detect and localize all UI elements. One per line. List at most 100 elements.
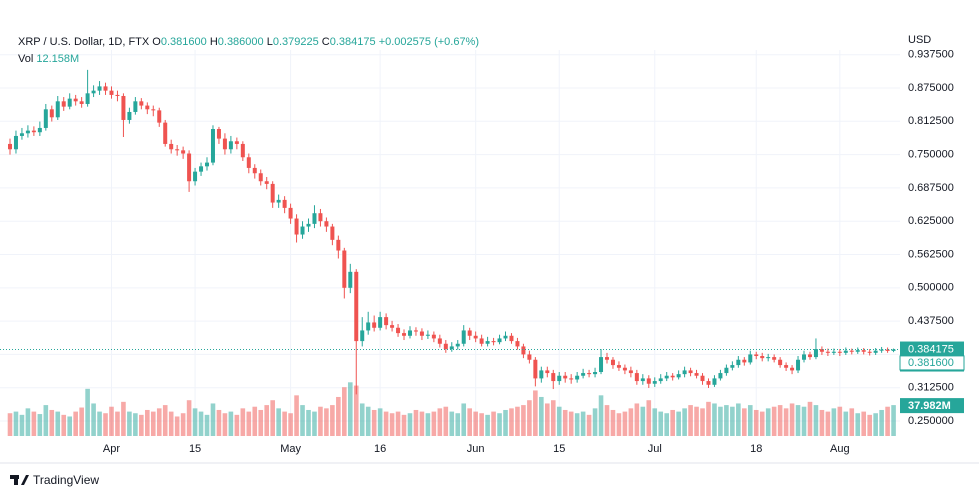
candle-body bbox=[443, 343, 448, 350]
ohlc-value: 0.384175 bbox=[330, 36, 376, 48]
volume-bar bbox=[276, 408, 281, 436]
candle-body bbox=[766, 357, 771, 359]
volume-bar bbox=[258, 409, 264, 436]
volume-bar bbox=[819, 409, 825, 436]
open-tag: 0.381600 bbox=[908, 357, 954, 369]
candle-body bbox=[748, 354, 753, 363]
volume-pane bbox=[7, 382, 896, 436]
candle-body bbox=[169, 143, 174, 150]
volume-bar bbox=[485, 414, 490, 436]
volume-bar bbox=[580, 411, 586, 436]
candle-body bbox=[270, 183, 275, 203]
candle-body bbox=[461, 330, 466, 344]
volume-bar bbox=[473, 411, 478, 436]
candle-body bbox=[599, 357, 604, 373]
volume-bar bbox=[19, 414, 25, 436]
volume-bar bbox=[742, 408, 747, 436]
candle-body bbox=[240, 143, 245, 158]
y-tick-label: 0.875000 bbox=[908, 82, 954, 94]
vol-value: 12.158M bbox=[36, 53, 79, 65]
candle-body bbox=[294, 218, 299, 235]
candle-body bbox=[413, 330, 418, 332]
candle-body bbox=[115, 94, 120, 96]
volume-bar bbox=[419, 411, 425, 436]
volume-bar bbox=[747, 405, 753, 436]
grid bbox=[0, 50, 900, 436]
y-tick-label: 0.687500 bbox=[908, 182, 954, 194]
volume-bar bbox=[867, 414, 872, 436]
candle-body bbox=[121, 95, 126, 120]
x-tick-label: Jun bbox=[467, 443, 485, 455]
volume-bar bbox=[670, 409, 675, 436]
volume-bar bbox=[885, 406, 890, 436]
volume-bar bbox=[652, 408, 658, 436]
candle-body bbox=[587, 373, 592, 375]
volume-bar bbox=[849, 408, 855, 436]
volume-bar bbox=[533, 390, 538, 436]
volume-bar bbox=[879, 409, 884, 436]
candle-body bbox=[55, 101, 60, 118]
ohlc-key: L bbox=[267, 36, 273, 48]
volume-bar bbox=[437, 408, 443, 436]
candle-body bbox=[288, 207, 293, 219]
candle-body bbox=[634, 373, 639, 382]
volume-bar bbox=[25, 408, 31, 436]
candle-body bbox=[521, 346, 526, 355]
volume-bar bbox=[168, 411, 174, 436]
candle-body bbox=[402, 333, 407, 336]
volume-bar bbox=[97, 411, 102, 436]
candle-body bbox=[378, 317, 383, 328]
volume-bar bbox=[49, 409, 55, 436]
volume-bar bbox=[294, 395, 299, 436]
volume-bar bbox=[306, 409, 311, 436]
candle-body bbox=[390, 325, 395, 328]
candle-body bbox=[551, 373, 556, 382]
candle-body bbox=[682, 370, 687, 375]
candle-body bbox=[282, 199, 287, 208]
x-tick-label: Apr bbox=[103, 443, 120, 455]
volume-bar bbox=[730, 406, 735, 436]
candle-body bbox=[849, 350, 854, 352]
candle-body bbox=[724, 367, 729, 374]
candle-body bbox=[873, 350, 878, 353]
volume-bar bbox=[497, 413, 502, 436]
candle-body bbox=[37, 127, 42, 133]
volume-bar bbox=[795, 405, 801, 436]
volume-bar bbox=[658, 411, 664, 436]
candle-body bbox=[700, 375, 705, 382]
open-tag-bg bbox=[899, 355, 965, 371]
volume-bar bbox=[162, 405, 168, 436]
volume-bar bbox=[359, 403, 365, 436]
candle-body bbox=[831, 351, 836, 353]
candle-body bbox=[396, 327, 401, 334]
volume-bar bbox=[664, 413, 669, 436]
y-tick-label: 0.250000 bbox=[908, 415, 954, 427]
candle-body bbox=[837, 351, 842, 353]
volume-bar bbox=[753, 409, 759, 436]
candle-body bbox=[97, 86, 102, 91]
ohlc-value: 0.381600 bbox=[161, 36, 207, 48]
volume-bar bbox=[133, 413, 138, 436]
candle-body bbox=[581, 373, 586, 376]
volume-bar bbox=[246, 411, 252, 436]
x-tick-label: 16 bbox=[374, 443, 386, 455]
candle-body bbox=[652, 381, 657, 384]
candle-body bbox=[760, 356, 765, 359]
volume-bar bbox=[222, 413, 228, 436]
candle-body bbox=[276, 199, 281, 203]
volume-bar bbox=[37, 414, 43, 436]
volume-bar bbox=[843, 411, 849, 436]
volume-bar bbox=[550, 400, 556, 436]
volume-bar bbox=[455, 413, 461, 436]
ohlc-value: 0.386000 bbox=[218, 36, 264, 48]
y-tick-label: 0.437500 bbox=[908, 315, 954, 327]
volume-bar bbox=[127, 411, 132, 436]
volume-bar bbox=[85, 388, 90, 436]
volume-bar bbox=[825, 411, 831, 436]
volume-bar bbox=[682, 408, 687, 436]
ohlc-key: O bbox=[152, 36, 161, 48]
volume-bar bbox=[622, 411, 628, 436]
candle-body bbox=[13, 135, 18, 150]
candle-body bbox=[103, 86, 108, 91]
brand: TradingView bbox=[33, 473, 99, 487]
